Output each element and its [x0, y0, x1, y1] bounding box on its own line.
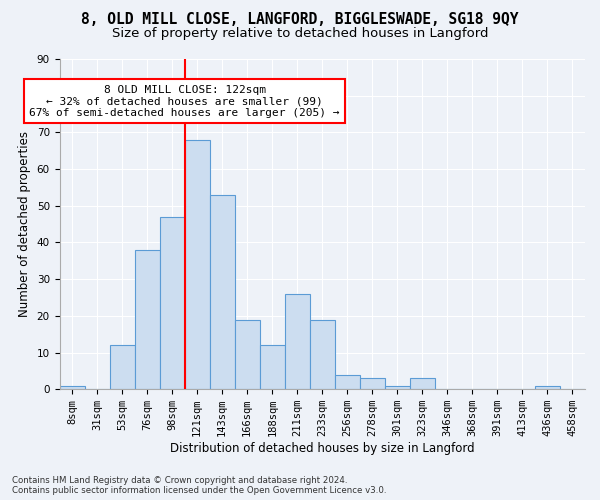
- Bar: [335, 374, 360, 389]
- Bar: [285, 294, 310, 389]
- Bar: [410, 378, 435, 389]
- Bar: [310, 320, 335, 389]
- Bar: [235, 320, 260, 389]
- Text: 8 OLD MILL CLOSE: 122sqm
← 32% of detached houses are smaller (99)
67% of semi-d: 8 OLD MILL CLOSE: 122sqm ← 32% of detach…: [29, 84, 340, 118]
- Bar: [209, 195, 235, 389]
- Text: 8, OLD MILL CLOSE, LANGFORD, BIGGLESWADE, SG18 9QY: 8, OLD MILL CLOSE, LANGFORD, BIGGLESWADE…: [81, 12, 519, 28]
- Bar: [385, 386, 410, 389]
- Bar: [535, 386, 560, 389]
- Y-axis label: Number of detached properties: Number of detached properties: [18, 131, 31, 317]
- X-axis label: Distribution of detached houses by size in Langford: Distribution of detached houses by size …: [170, 442, 475, 455]
- Bar: [260, 345, 285, 389]
- Bar: [360, 378, 385, 389]
- Text: Contains HM Land Registry data © Crown copyright and database right 2024.
Contai: Contains HM Land Registry data © Crown c…: [12, 476, 386, 495]
- Bar: [59, 386, 85, 389]
- Text: Size of property relative to detached houses in Langford: Size of property relative to detached ho…: [112, 28, 488, 40]
- Bar: [185, 140, 209, 389]
- Bar: [134, 250, 160, 389]
- Bar: [160, 217, 185, 389]
- Bar: [110, 345, 134, 389]
